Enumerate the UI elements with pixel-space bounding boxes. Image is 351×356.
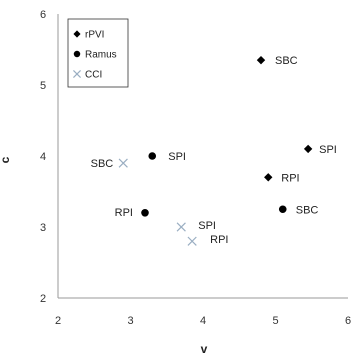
legend-label-rpvi: rPVI <box>85 30 104 41</box>
point-label-ramus-rpi: RPI <box>115 207 133 219</box>
y-tick-label: 3 <box>40 222 46 234</box>
y-axis-title: c <box>0 156 12 163</box>
legend: rPVI Ramus CCI <box>67 18 129 88</box>
legend-marker-rpvi <box>73 30 81 38</box>
point-label-rpvi-spi: SPI <box>319 144 337 156</box>
legend-label-cci: CCI <box>85 70 102 81</box>
x-axis-title: v <box>201 342 208 356</box>
y-tick-label: 2 <box>40 293 46 305</box>
tick-labels: 2 3 4 5 6 2 3 4 5 6 <box>40 9 351 327</box>
data-point-rpvi-spi <box>303 144 313 154</box>
point-label-cci-rpi: RPI <box>210 234 228 246</box>
y-tick-label: 5 <box>40 80 46 92</box>
legend-marker-ramus <box>73 50 81 58</box>
data-point-ramus-spi <box>148 152 157 160</box>
data-point-rpvi-sbc <box>256 55 266 65</box>
data-points: SBC SPI RPI SPI RPI SBC SBC SPI RPI <box>91 55 337 246</box>
legend-label-ramus: Ramus <box>85 50 117 61</box>
x-tick-label: 3 <box>127 315 133 327</box>
point-label-ramus-spi: SPI <box>168 151 186 163</box>
legend-marker-cci <box>73 70 81 78</box>
x-tick-label: 5 <box>272 315 278 327</box>
point-label-rpvi-sbc: SBC <box>275 55 298 67</box>
data-point-cci-rpi <box>187 236 197 246</box>
point-label-ramus-sbc: SBC <box>296 204 319 216</box>
x-tick-label: 6 <box>345 315 351 327</box>
x-tick-label: 2 <box>55 315 61 327</box>
y-tick-label: 6 <box>40 9 46 21</box>
data-point-ramus-rpi <box>141 209 149 217</box>
data-point-cci-spi <box>176 222 186 232</box>
axes <box>57 14 348 299</box>
y-tick-label: 4 <box>40 151 46 163</box>
point-label-cci-spi: SPI <box>198 220 216 232</box>
data-point-cci-sbc <box>118 158 128 168</box>
data-point-rpvi-rpi <box>264 173 273 182</box>
point-label-rpvi-rpi: RPI <box>281 172 299 184</box>
point-label-cci-sbc: SBC <box>91 158 114 170</box>
data-point-ramus-sbc <box>278 205 287 214</box>
x-tick-label: 4 <box>200 315 206 327</box>
